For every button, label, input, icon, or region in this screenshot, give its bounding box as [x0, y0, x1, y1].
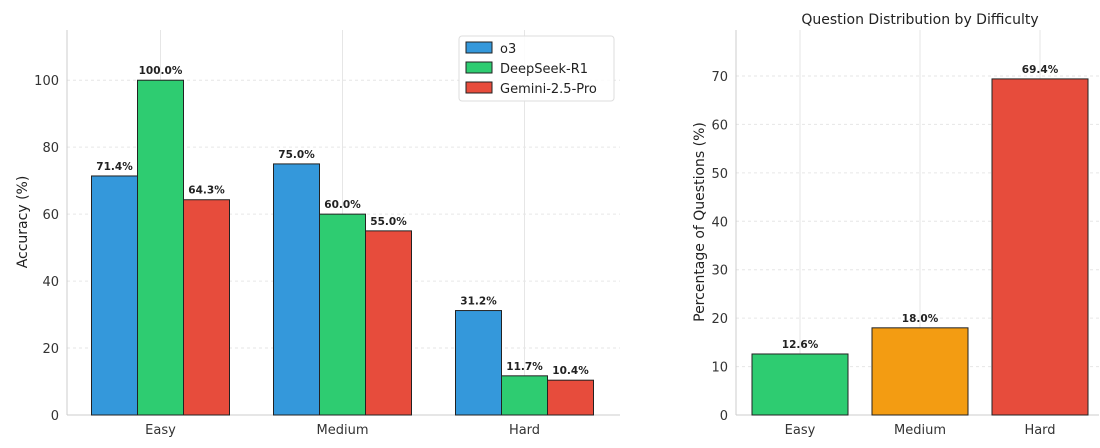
legend-label-gemini-2-5-pro: Gemini-2.5-Pro	[500, 82, 597, 97]
bar-distribution-hard	[991, 78, 1089, 416]
bar-deepseek-r1-medium	[319, 213, 366, 416]
legend-label-deepseek-r1: DeepSeek-R1	[500, 62, 588, 77]
accuracy-y-tick-label: 80	[42, 141, 59, 156]
distribution-x-tick-label: Easy	[785, 423, 816, 438]
legend-label-o3: o3	[500, 42, 516, 57]
data-label-distribution-hard: 69.4%	[1022, 64, 1059, 76]
bar-o3-hard	[455, 310, 502, 416]
accuracy-chart: Accuracy (%) 0 20 40 60 80 100 71.4% 75.0% 31.2%…	[15, 30, 620, 438]
distribution-y-tick-label: 60	[711, 118, 728, 133]
bar-o3-medium	[273, 163, 320, 416]
distribution-y-tick-label: 30	[711, 264, 728, 279]
data-label-o3-easy: 71.4%	[96, 161, 133, 173]
bar-o3-easy	[91, 175, 138, 416]
accuracy-y-tick-label: 40	[42, 275, 59, 290]
bar-deepseek-r1-hard	[501, 375, 548, 416]
distribution-y-axis-label: Percentage of Questions (%)	[692, 122, 708, 322]
distribution-y-tick-label: 0	[720, 409, 728, 424]
distribution-y-tick-label: 10	[711, 361, 728, 376]
bar-gemini-2-5-pro-easy	[183, 199, 230, 416]
distribution-chart: Question Distribution by Difficulty Perc…	[692, 12, 1099, 438]
data-label-distribution-medium: 18.0%	[902, 313, 939, 325]
bar-deepseek-r1-easy	[137, 79, 184, 416]
distribution-chart-title: Question Distribution by Difficulty	[801, 12, 1038, 28]
accuracy-y-tick-label: 100	[34, 74, 59, 89]
distribution-x-tick-label: Medium	[894, 423, 946, 438]
legend-swatch-deepseek-r1	[465, 61, 493, 74]
data-label-deepseek-r1-medium: 60.0%	[324, 199, 361, 211]
distribution-y-tick-label: 50	[711, 167, 728, 182]
legend-swatch-gemini-2-5-pro	[465, 81, 493, 94]
distribution-y-tick-label: 20	[711, 312, 728, 327]
data-label-gemini-2-5-pro-easy: 64.3%	[188, 185, 225, 197]
distribution-y-tick-label: 70	[711, 70, 728, 85]
accuracy-x-tick-label: Medium	[317, 423, 369, 438]
bar-distribution-easy	[751, 353, 849, 416]
data-label-distribution-easy: 12.6%	[782, 339, 819, 351]
bar-distribution-medium	[871, 327, 969, 416]
accuracy-x-tick-label: Easy	[145, 423, 176, 438]
data-label-deepseek-r1-hard: 11.7%	[506, 361, 543, 373]
accuracy-y-tick-label: 0	[51, 409, 59, 424]
accuracy-x-tick-label: Hard	[509, 423, 540, 438]
distribution-x-tick-label: Hard	[1024, 423, 1055, 438]
bar-gemini-2-5-pro-hard	[547, 379, 594, 416]
data-label-o3-medium: 75.0%	[278, 149, 315, 161]
data-label-gemini-2-5-pro-hard: 10.4%	[552, 365, 589, 377]
data-label-o3-hard: 31.2%	[460, 296, 497, 308]
accuracy-y-tick-label: 60	[42, 208, 59, 223]
legend-swatch-o3	[465, 41, 493, 54]
legend	[458, 35, 615, 102]
data-label-deepseek-r1-easy: 100.0%	[139, 65, 183, 77]
accuracy-y-tick-label: 20	[42, 342, 59, 357]
data-label-gemini-2-5-pro-medium: 55.0%	[370, 216, 407, 228]
accuracy-y-axis-label: Accuracy (%)	[15, 176, 31, 269]
distribution-y-tick-label: 40	[711, 215, 728, 230]
bar-gemini-2-5-pro-medium	[365, 230, 412, 416]
